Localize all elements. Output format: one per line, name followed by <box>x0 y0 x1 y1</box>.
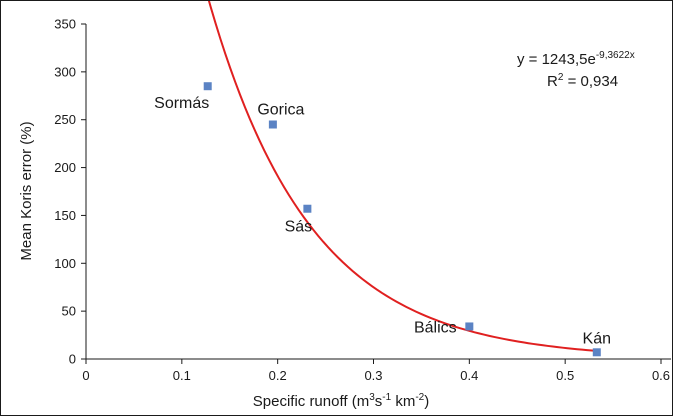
axes <box>85 24 671 360</box>
trendline <box>207 1 597 352</box>
x-ticks: 0 0.1 0.2 0.3 0.4 0.5 0.6 <box>82 359 670 383</box>
y-tick-label: 100 <box>54 256 76 271</box>
y-tick-label: 200 <box>54 160 76 175</box>
y-tick-label: 0 <box>69 352 76 367</box>
y-tick-label: 350 <box>54 17 76 32</box>
point-label-sormas: Sormás <box>154 95 209 112</box>
point-labels: Sormás Gorica Sás Bálics Kán <box>154 95 611 347</box>
r-squared-label: R2 = 0,934 <box>547 72 618 90</box>
y-tick-label: 300 <box>54 64 76 79</box>
x-tick-label: 0 <box>82 368 89 383</box>
trendline-equation: y = 1243,5e-9,3622x <box>517 50 635 68</box>
x-tick-label: 0.3 <box>364 368 382 383</box>
x-tick-label: 0.5 <box>556 368 574 383</box>
y-axis-title: Mean Koris error (%) <box>18 121 35 260</box>
point-kan <box>592 348 601 357</box>
point-sas <box>303 204 312 213</box>
data-points <box>203 82 601 357</box>
point-label-balics: Bálics <box>414 319 457 336</box>
point-balics <box>465 322 474 331</box>
x-tick-label: 0.4 <box>460 368 478 383</box>
x-tick-label: 0.1 <box>173 368 191 383</box>
y-tick-label: 150 <box>54 208 76 223</box>
point-sormas <box>203 82 212 91</box>
point-label-gorica: Gorica <box>257 102 304 119</box>
x-axis-title: Specific runoff (m3s-1 km-2) <box>253 392 429 410</box>
y-ticks: 0 50 100 150 200 250 300 350 <box>54 17 86 367</box>
x-tick-label: 0.6 <box>652 368 670 383</box>
x-tick-label: 0.2 <box>269 368 287 383</box>
point-label-kan: Kán <box>583 330 611 347</box>
point-label-sas: Sás <box>285 219 313 236</box>
y-tick-label: 250 <box>54 112 76 127</box>
y-tick-label: 50 <box>62 304 76 319</box>
point-gorica <box>268 120 277 129</box>
